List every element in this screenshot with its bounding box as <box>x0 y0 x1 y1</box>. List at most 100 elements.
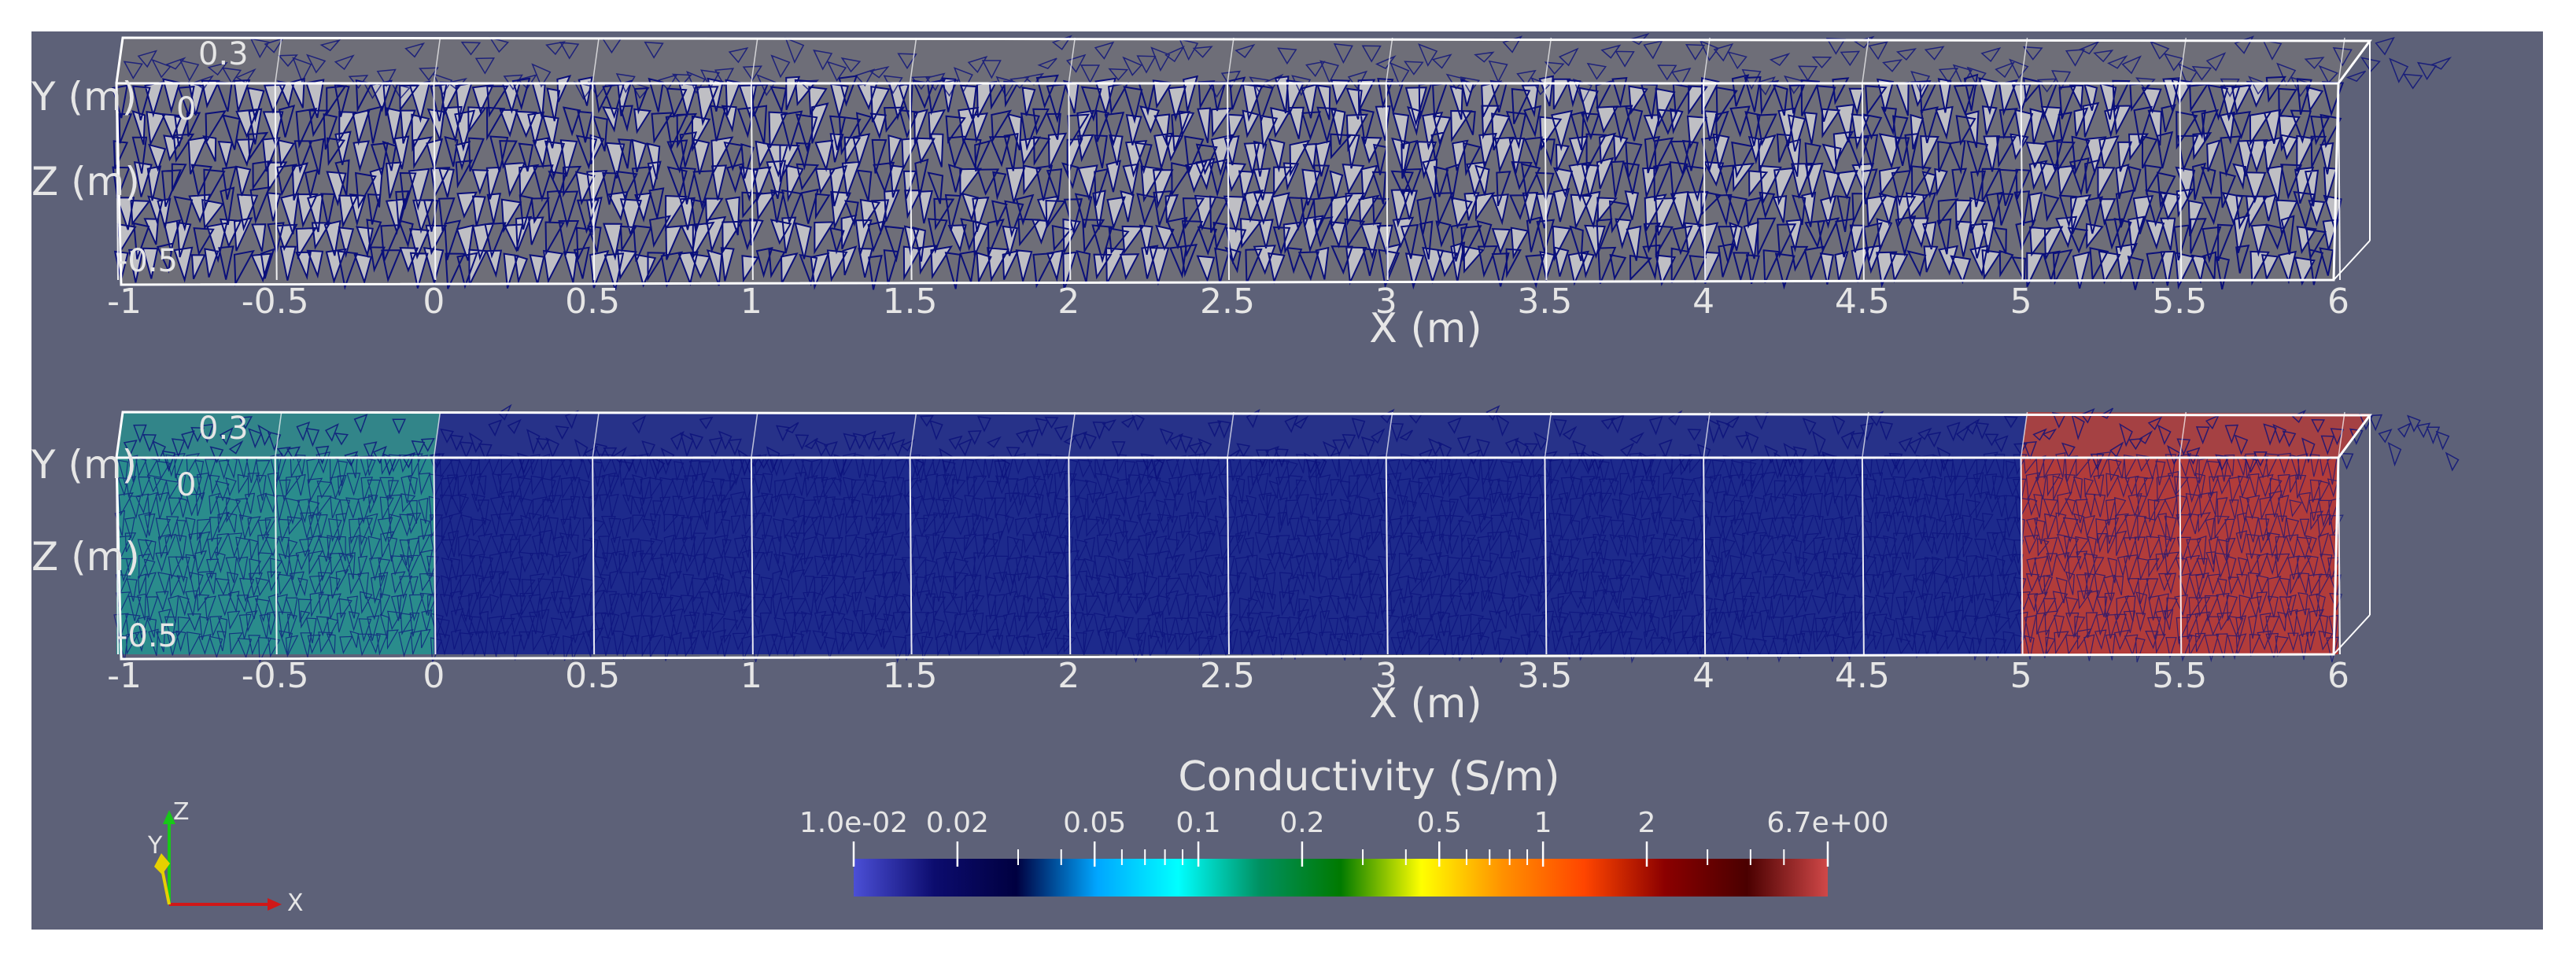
mesh-z-axis-title: Z (m) <box>31 159 140 204</box>
scene-canvas[interactable]: -1 -0.5 0 0.5 1 1.5 2 2.5 3 3.5 4 4.5 5 5.5 6 X (m) Y … <box>31 31 2543 930</box>
x-grid-line-top <box>1068 37 1076 84</box>
color-legend: Conductivity (S/m) 1.0e-02 0.02 0.05 0.1 0.2… <box>799 753 1889 897</box>
x-tick-label: 2 <box>1057 282 1079 322</box>
x-grid-line <box>592 83 596 281</box>
x-grid-line-top <box>751 37 758 84</box>
x-tick-label: 2 <box>1057 656 1079 696</box>
x-tick-label: 0 <box>423 656 445 696</box>
x-grid-line-top <box>274 37 282 84</box>
x-grid-line <box>1068 457 1072 655</box>
x-grid-line <box>2020 83 2024 281</box>
mesh-edges <box>112 73 2345 291</box>
x-grid-line <box>2179 83 2183 281</box>
x-grid-line-top <box>2338 37 2345 84</box>
mesh-top-face <box>116 38 2370 83</box>
mesh-top-edges <box>123 403 2460 483</box>
x-grid-line-top <box>116 411 124 458</box>
conductivity-x-axis-title: X (m) <box>1369 680 1482 727</box>
colorbar-tick-label: 0.1 <box>1175 807 1220 839</box>
x-grid-line <box>1227 83 1230 281</box>
x-grid-line <box>116 83 119 281</box>
x-tick-label: 4 <box>1692 282 1714 322</box>
render-viewport[interactable]: -1 -0.5 0 0.5 1 1.5 2 2.5 3 3.5 4 4.5 5 5.5 6 X (m) Y … <box>31 31 2543 930</box>
mesh-y-top-tick: 0.3 <box>198 36 249 72</box>
conductivity-x-tick-labels: -1 -0.5 0 0.5 1 1.5 2 2.5 3 3.5 4 4.5 5 5.5 6 <box>107 656 2349 696</box>
x-tick-label: 1.5 <box>883 656 938 696</box>
x-grid-line-top <box>2179 37 2187 84</box>
x-grid-line <box>1068 83 1072 281</box>
x-tick-label: 6 <box>2327 656 2349 696</box>
x-grid-line-top <box>1227 411 1234 458</box>
x-grid-line-top <box>909 37 917 84</box>
x-tick-label: -0.5 <box>242 656 309 696</box>
x-tick-label: 6 <box>2327 282 2349 322</box>
conductivity-y-zero-tick: 0 <box>176 467 196 503</box>
x-tick-label: 2.5 <box>1200 656 1255 696</box>
x-grid-line-top <box>1544 411 1552 458</box>
x-tick-label: 5 <box>2010 282 2032 322</box>
x-tick-label: 3.5 <box>1517 282 1572 322</box>
x-tick-label: 4.5 <box>1835 656 1890 696</box>
x-grid-line <box>909 457 913 655</box>
x-grid-line-top <box>1703 411 1711 458</box>
x-tick-label: 5.5 <box>2152 656 2207 696</box>
conductivity-y-axis-title: Y (m) <box>31 442 137 488</box>
x-tick-label: 3.5 <box>1517 656 1572 696</box>
orientation-x-arrow <box>268 898 282 911</box>
colorbar-tick-label: 2 <box>1638 807 1656 839</box>
x-grid-line <box>2020 457 2024 655</box>
x-grid-line-top <box>2179 411 2187 458</box>
x-tick-label: 3 <box>1375 282 1397 322</box>
colorbar-tick-label: 1.0e-02 <box>799 807 908 839</box>
orientation-x-label: X <box>287 889 304 917</box>
x-grid-line <box>1703 83 1707 281</box>
colorbar-tick-label: 0.02 <box>926 807 989 839</box>
x-grid-line-top <box>1544 37 1552 84</box>
x-grid-line <box>1544 83 1548 281</box>
mesh-top-edges <box>123 32 2452 105</box>
orientation-y-label: Y <box>147 832 163 860</box>
x-grid-line <box>2179 457 2183 655</box>
x-grid-line <box>433 83 437 281</box>
x-tick-label: 5 <box>2010 656 2032 696</box>
x-tick-label: -1 <box>107 282 142 322</box>
conductivity-z-bottom-tick: -0.5 <box>116 618 178 654</box>
mesh-box <box>112 32 2452 291</box>
region-top-face <box>2021 412 2370 458</box>
x-grid-line-top <box>1385 411 1393 458</box>
mesh-y-zero-tick: 0 <box>176 91 196 127</box>
colorbar-ticks: 1.0e-02 0.02 0.05 0.1 0.2 0.5 1 2 6.7e+00 <box>799 807 1889 867</box>
x-grid-line-top <box>1068 411 1076 458</box>
colorbar-tick-label: 6.7e+00 <box>1766 807 1888 839</box>
x-grid-line-top <box>909 411 917 458</box>
orientation-axes-widget[interactable]: X Z Y <box>147 798 304 917</box>
x-grid-line <box>1861 83 1865 281</box>
x-grid-line-top <box>592 411 600 458</box>
x-grid-line <box>909 83 913 281</box>
x-tick-label: 0.5 <box>565 282 620 322</box>
x-tick-label: -1 <box>107 656 142 696</box>
conductivity-y-top-tick: 0.3 <box>198 411 249 447</box>
x-grid-line <box>592 457 596 655</box>
x-tick-label: 1 <box>740 656 762 696</box>
x-grid-line <box>750 457 754 655</box>
x-tick-label: 1.5 <box>883 282 938 322</box>
colorbar-tick-label: 0.05 <box>1063 807 1126 839</box>
x-tick-label: 0 <box>423 282 445 322</box>
x-grid-line-top <box>592 37 600 84</box>
orientation-z-arrow <box>163 810 175 824</box>
mesh-x-tick-labels: -1 -0.5 0 0.5 1 1.5 2 2.5 3 3.5 4 4.5 5 5.5 6 <box>107 282 2349 322</box>
colorbar-title: Conductivity (S/m) <box>1178 753 1559 801</box>
mesh-edges <box>113 451 2344 664</box>
x-grid-line-top <box>116 37 124 84</box>
x-tick-label: 4 <box>1692 656 1714 696</box>
mesh-panel: -1 -0.5 0 0.5 1 1.5 2 2.5 3 3.5 4 4.5 5 5.5 6 X (m) Y … <box>31 32 2452 352</box>
x-grid-line <box>274 83 278 281</box>
x-grid-line <box>116 457 119 655</box>
x-grid-line <box>1227 457 1230 655</box>
x-tick-label: 3 <box>1375 656 1397 696</box>
x-grid-line-top <box>1385 37 1393 84</box>
x-tick-label: 5.5 <box>2152 282 2207 322</box>
x-grid-line-top <box>274 411 282 458</box>
x-grid-line-top <box>1862 37 1869 84</box>
